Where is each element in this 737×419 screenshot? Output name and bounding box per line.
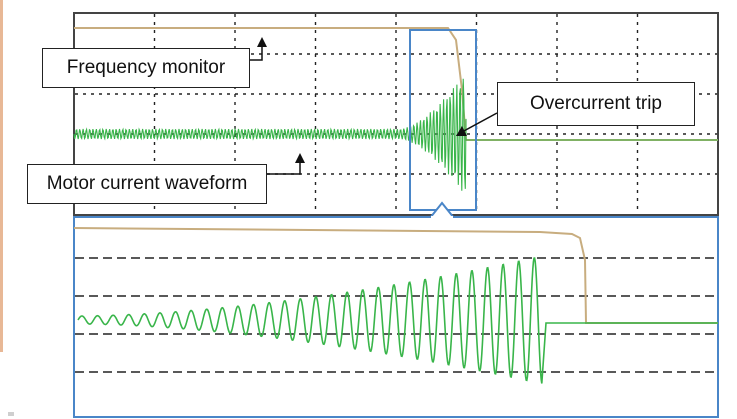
overcurrent-trip-callout: Overcurrent trip [497,82,695,126]
zoom-pointer-gap [431,216,453,219]
zoom-pointer [429,201,455,219]
frequency-monitor-callout: Frequency monitor [42,48,250,88]
motor-arrow [267,158,301,175]
zoom-motor-current-trace [77,257,718,384]
trip-arrow-line [461,112,498,133]
motor-current-callout: Motor current waveform [27,164,267,204]
freq-arrow [250,42,263,61]
trip-arrow-head [456,126,467,136]
zoom-grid [75,257,717,373]
zoom-frame [73,216,719,418]
zoom-panel [73,201,719,418]
left-accent-strip [0,0,3,352]
corner-mark [8,412,14,416]
motor-current-trace [73,78,718,191]
freq-arrow-head [257,37,267,47]
motor-arrow-head [295,153,305,163]
